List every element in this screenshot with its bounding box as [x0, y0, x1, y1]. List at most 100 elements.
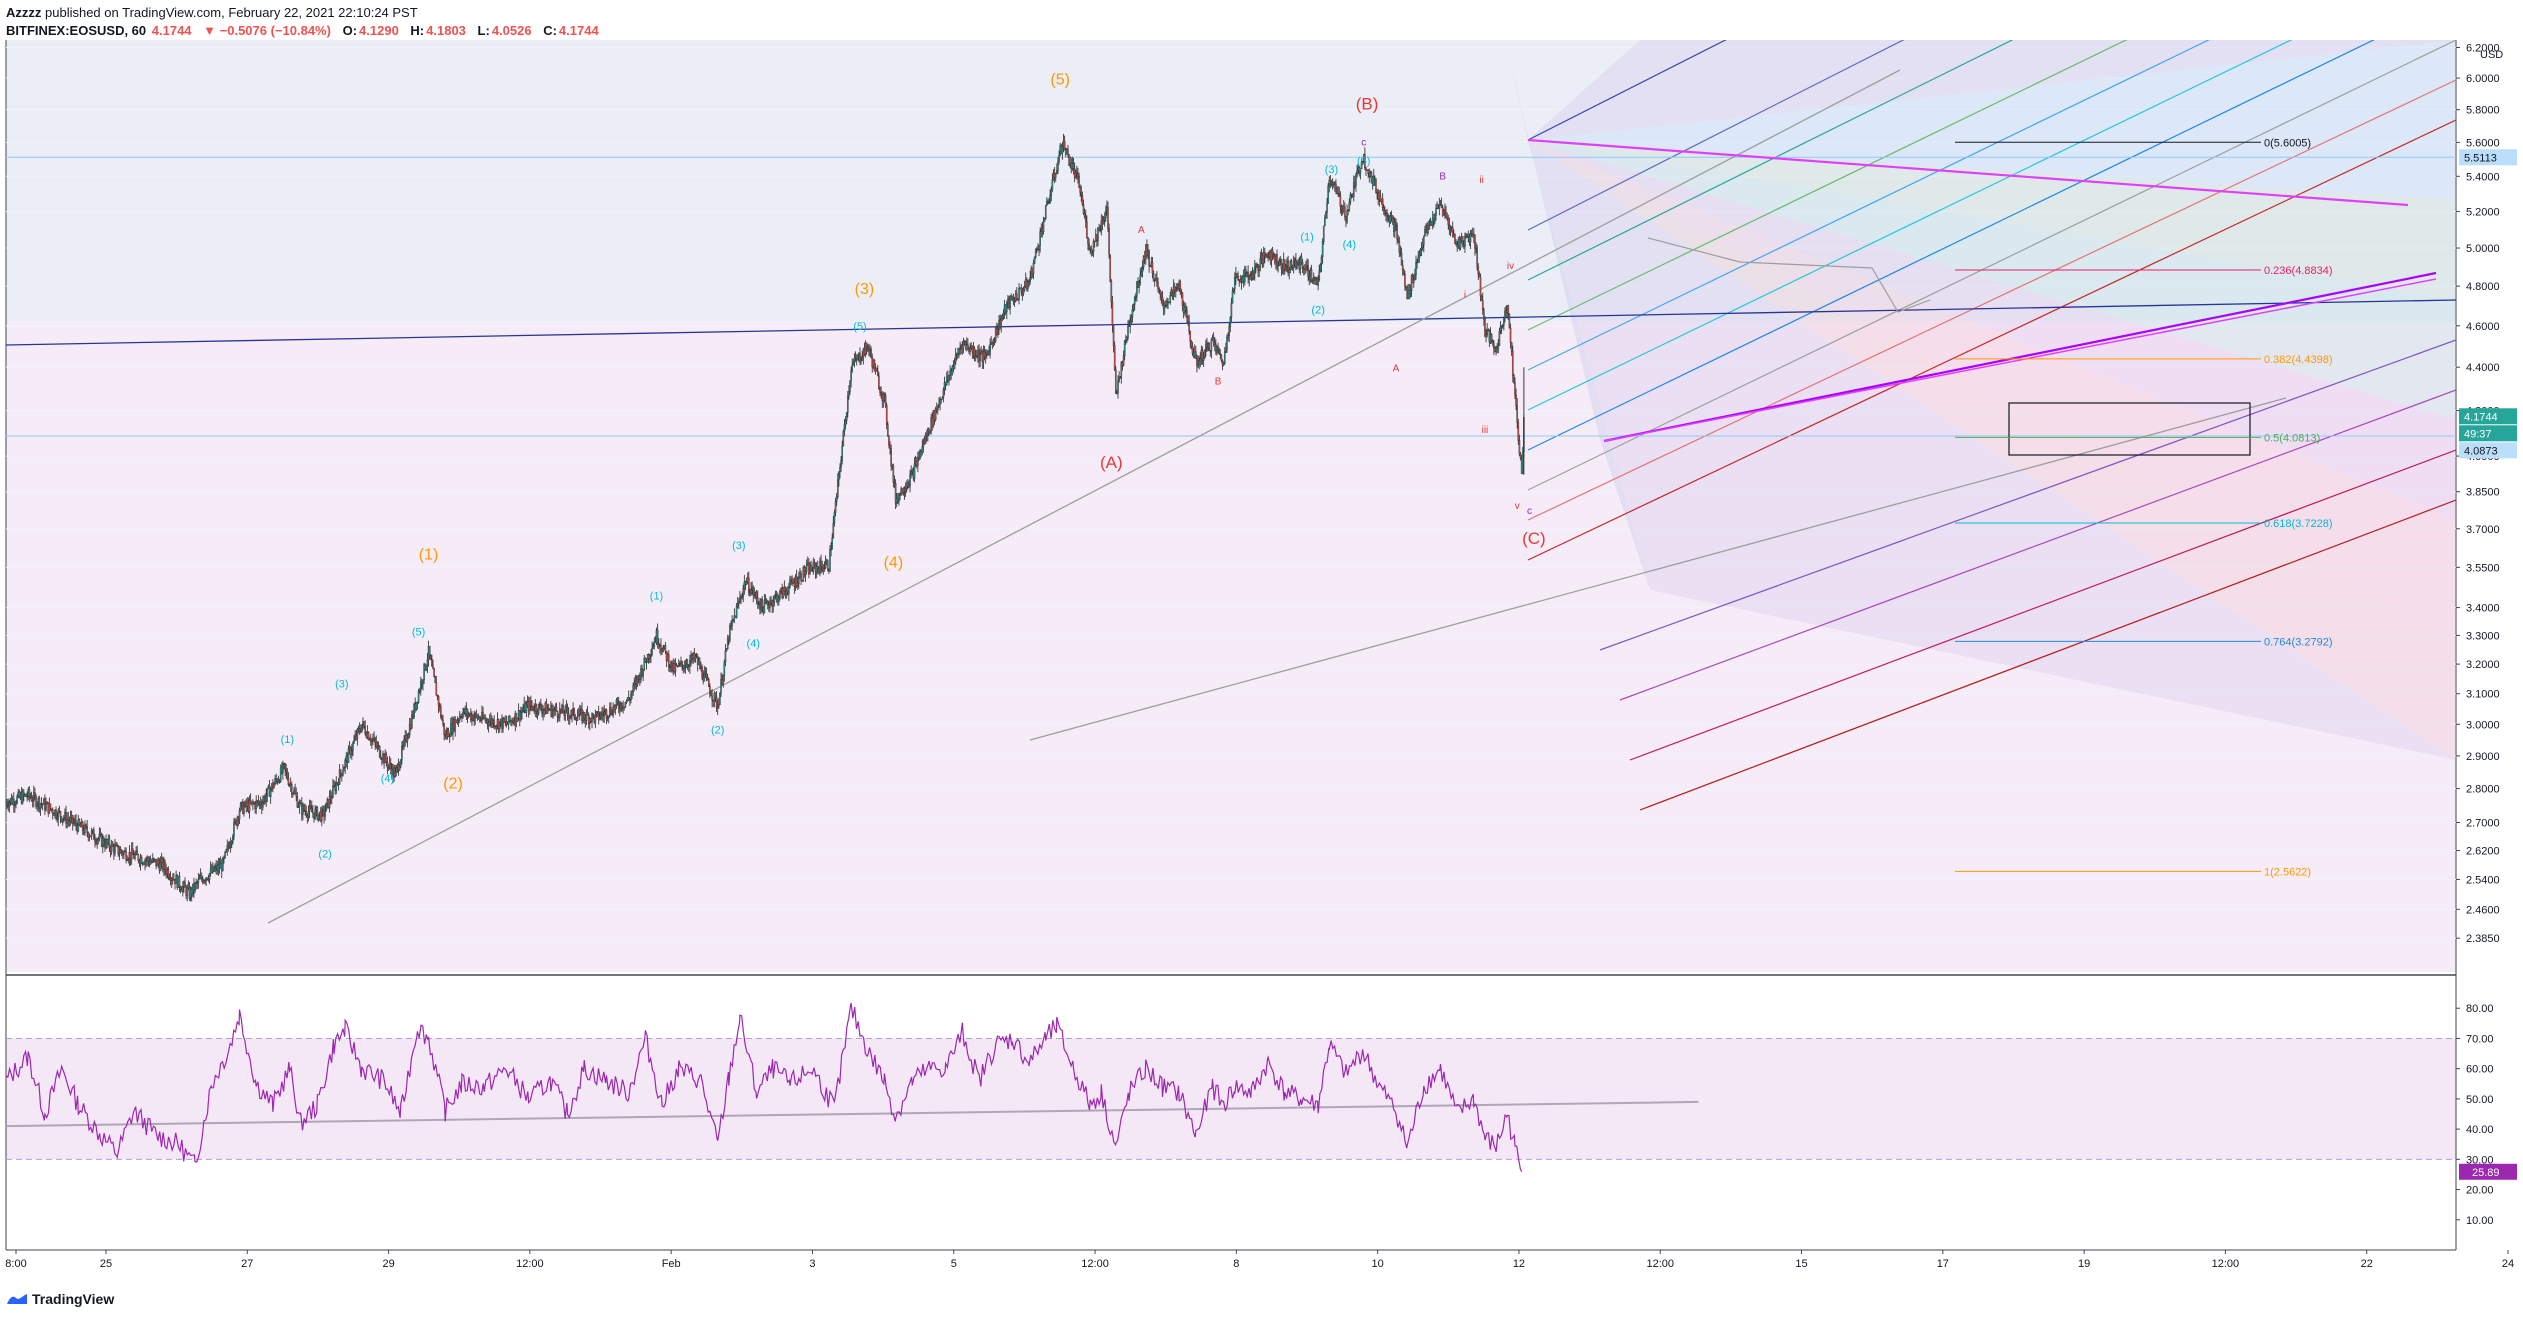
candle-down: [890, 448, 892, 467]
price-tick-label: 2.9000: [2466, 751, 2500, 763]
time-tick-label: 5: [951, 1258, 957, 1270]
candle-down: [429, 655, 432, 660]
candle-down: [586, 711, 589, 716]
candle-up: [958, 349, 960, 355]
candle-up: [1046, 201, 1048, 206]
candle-up: [1123, 340, 1126, 357]
candle-up: [571, 709, 573, 716]
candle-up: [1360, 162, 1363, 170]
candle-down: [167, 869, 170, 878]
candle-up: [740, 597, 742, 599]
candle-up: [772, 601, 775, 607]
candle-up: [224, 851, 226, 858]
candle-up: [1074, 171, 1077, 178]
price-chart[interactable]: (1) (2) (3) (4) (5) (A) (B) (C) (1) (2) (3) (4) (5) (…: [0, 40, 2523, 1280]
candle-up: [614, 704, 617, 710]
candle-up: [1434, 214, 1436, 222]
candle-down: [1478, 273, 1481, 278]
candle-up: [649, 655, 651, 659]
candle-down: [386, 761, 389, 768]
candle-down: [1084, 216, 1087, 223]
candle-up: [753, 594, 756, 596]
candle-down: [65, 812, 67, 824]
candle-down: [656, 629, 659, 644]
candle-down: [1411, 275, 1414, 284]
candle-up: [33, 792, 35, 802]
candle-up: [96, 839, 98, 844]
time-axis[interactable]: 8:00 25 27 29 12:00 Feb 3 5 12:00 8 10 12 12:00 15 17 1…: [5, 1250, 2523, 1270]
candle-down: [299, 802, 302, 805]
candle-up: [1292, 258, 1295, 268]
candle-up: [1043, 218, 1046, 222]
fib-label: 1(2.5622): [2264, 866, 2311, 878]
candle-up: [564, 706, 567, 716]
candle-up: [642, 669, 644, 676]
rsi-tick-label: 50.00: [2466, 1094, 2494, 1106]
candle-up: [832, 522, 835, 538]
candle-down: [1083, 212, 1086, 217]
fan-sector: [1528, 140, 2456, 760]
candle-up: [230, 841, 233, 844]
candle-up: [522, 710, 524, 712]
candle-up: [1230, 302, 1233, 318]
candle-down: [973, 348, 976, 357]
price-axis[interactable]: 6.2000 6.0000 5.8000 5.6000 5.4000 5.2000 5.00…: [2456, 40, 2523, 1250]
candle-down: [377, 744, 380, 747]
candle-down: [1266, 254, 1268, 258]
author-name[interactable]: Azzzz: [6, 5, 42, 20]
candle-up: [408, 724, 411, 735]
candle-up: [1166, 301, 1168, 306]
candle-up: [1117, 380, 1119, 394]
candle-up: [332, 785, 334, 798]
time-tick-label: 15: [1795, 1258, 1807, 1270]
candle-up: [789, 579, 791, 588]
candle-up: [1278, 260, 1281, 266]
candle-down: [657, 643, 660, 647]
candle-up: [1122, 355, 1125, 366]
candle-up: [1325, 212, 1327, 219]
wave-label: (5): [853, 321, 866, 333]
candle-up: [1099, 229, 1102, 232]
candle-down: [1511, 350, 1514, 376]
candle-up: [328, 795, 331, 808]
wave-label: (1): [1300, 232, 1313, 244]
wave-label: A: [1138, 225, 1145, 236]
candle-down: [1080, 192, 1083, 197]
candle-up: [738, 601, 740, 604]
symbol-label[interactable]: BITFINEX:EOSUSD, 60: [6, 23, 147, 38]
candle-down: [34, 792, 36, 797]
candle-up: [1168, 301, 1170, 304]
tradingview-footer[interactable]: TradingView: [6, 1287, 114, 1311]
candle-down: [227, 845, 230, 847]
candle-up: [822, 568, 825, 572]
candle-up: [1103, 217, 1106, 221]
rsi-tick-label: 40.00: [2466, 1124, 2494, 1136]
candle-down: [466, 709, 469, 717]
candle-down: [443, 723, 445, 735]
candle-down: [117, 845, 120, 855]
time-tick-label: 24: [2502, 1258, 2514, 1270]
candle-up: [850, 370, 852, 381]
candle-down: [1146, 244, 1148, 256]
candle-up: [662, 647, 664, 653]
candle-up: [84, 824, 86, 834]
candle-down: [432, 665, 434, 670]
candle-up: [1057, 161, 1059, 171]
candle-down: [378, 745, 381, 758]
candle-up: [829, 549, 831, 572]
candle-up: [223, 857, 225, 859]
candle-up: [248, 799, 251, 812]
candle-up: [782, 587, 785, 598]
time-tick-label: 3: [809, 1258, 815, 1270]
candle-down: [1107, 207, 1109, 229]
candle-up: [845, 412, 848, 421]
candle-up: [403, 739, 405, 746]
candle-up: [905, 486, 908, 489]
candle-up: [861, 357, 864, 361]
candle-up: [1033, 256, 1036, 264]
candle-up: [118, 853, 121, 855]
candle-down: [887, 424, 889, 436]
candle-down: [153, 858, 155, 860]
wave-label: (1): [281, 734, 294, 746]
candle-down: [1476, 247, 1478, 268]
